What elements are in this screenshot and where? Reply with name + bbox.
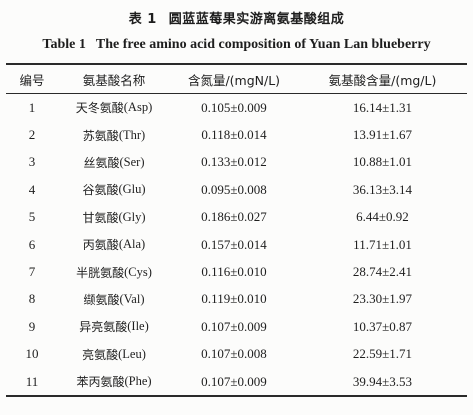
amino-acid-chinese-name: 苯丙氨酸 (76, 375, 125, 390)
cell-nitrogen-content: 0.105±0.009 (201, 99, 267, 115)
cell-amino-acid-content: 22.59±1.71 (352, 346, 413, 362)
amino-acid-chinese-name: 异亮氨酸 (79, 320, 128, 335)
cell-amino-acid-name: 甘氨酸 (Gly) (58, 204, 170, 231)
amino-acid-chinese-name: 半胱氨酸 (76, 265, 125, 280)
amino-acid-chinese-name: 丙氨酸 (82, 238, 119, 253)
cell-amino-acid-content: 28.74±2.41 (352, 264, 413, 280)
amino-acid-chinese-name: 丝氨酸 (83, 155, 120, 170)
table-caption-english: The free amino acid composition of Yuan … (95, 37, 431, 52)
table-row: 2 苏氨酸 (Thr) 0.118±0.014 13.91±1.67 (6, 121, 467, 148)
cell-nitrogen-content: 0.186±0.027 (201, 209, 267, 225)
table-row: 4 谷氨酸 (Glu) 0.095±0.008 36.13±3.14 (6, 176, 467, 203)
table-bottom-rule (6, 395, 467, 397)
cell-number: 7 (28, 264, 36, 280)
amino-acid-abbreviation: (Asp) (123, 100, 153, 115)
table-row: 5 甘氨酸 (Gly) 0.186±0.027 6.44±0.92 (6, 204, 467, 231)
table-top-rule (6, 63, 467, 65)
cell-number: 11 (25, 373, 39, 389)
table-row: 9 异亮氨酸 (Ile) 0.107±0.009 10.37±0.87 (6, 313, 467, 340)
cell-number: 2 (28, 127, 36, 143)
cell-nitrogen-content: 0.107±0.009 (201, 373, 267, 389)
cell-nitrogen-content: 0.133±0.012 (201, 154, 267, 170)
cell-amino-acid-content: 16.14±1.31 (352, 99, 413, 115)
amino-acid-abbreviation: (Thr) (118, 127, 146, 142)
cell-amino-acid-name: 半胱氨酸 (Cys) (58, 258, 170, 285)
cell-number: 4 (28, 181, 36, 197)
amino-acid-chinese-name: 苏氨酸 (82, 128, 119, 143)
table-title-chinese: 表 1 圆蓝蓝莓果实游离氨基酸组成 (0, 8, 473, 27)
amino-acid-chinese-name: 谷氨酸 (82, 183, 119, 198)
cell-nitrogen-content: 0.107±0.008 (201, 346, 267, 362)
amino-acid-chinese-name: 缬氨酸 (83, 292, 120, 307)
amino-acid-abbreviation: (Leu) (118, 346, 146, 361)
cell-amino-acid-name: 苯丙氨酸 (Phe) (58, 368, 170, 395)
table-row: 7 半胱氨酸 (Cys) 0.116±0.010 28.74±2.41 (6, 258, 467, 285)
cell-number: 6 (28, 236, 36, 252)
cell-number: 1 (28, 99, 36, 115)
cell-amino-acid-name: 异亮氨酸 (Ile) (58, 313, 170, 340)
amino-acid-abbreviation: (Cys) (124, 264, 152, 279)
amino-acid-abbreviation: (Gly) (118, 209, 146, 224)
cell-amino-acid-name: 谷氨酸 (Glu) (58, 176, 170, 203)
header-amino-acid-name: 氨基酸名称 (82, 72, 146, 88)
table-row: 6 丙氨酸 (Ala) 0.157±0.014 11.71±1.01 (6, 231, 467, 258)
amino-acid-chinese-name: 甘氨酸 (82, 210, 119, 225)
amino-acid-abbreviation: (Glu) (118, 182, 146, 197)
cell-amino-acid-name: 缬氨酸 (Val) (58, 286, 170, 313)
amino-acid-abbreviation: (Phe) (124, 374, 152, 389)
cell-number: 3 (28, 154, 36, 170)
cell-amino-acid-name: 丝氨酸 (Ser) (58, 149, 170, 176)
cell-nitrogen-content: 0.107±0.009 (201, 318, 267, 334)
amino-acid-chinese-name: 天冬氨酸 (75, 101, 124, 116)
cell-nitrogen-content: 0.095±0.008 (201, 181, 267, 197)
cell-amino-acid-content: 39.94±3.53 (352, 373, 413, 389)
cell-amino-acid-name: 亮氨酸 (Leu) (58, 341, 170, 368)
amino-acid-abbreviation: (Ser) (119, 154, 145, 169)
cell-amino-acid-name: 天冬氨酸 (Asp) (58, 94, 170, 121)
cell-amino-acid-content: 6.44±0.92 (356, 209, 409, 225)
table-header-rule (6, 93, 467, 94)
cell-amino-acid-content: 10.88±1.01 (352, 154, 413, 170)
table-title-english: Table 1 The free amino acid composition o… (0, 37, 473, 53)
table-row: 10 亮氨酸 (Leu) 0.107±0.008 22.59±1.71 (6, 341, 467, 368)
cell-amino-acid-name: 丙氨酸 (Ala) (58, 231, 170, 258)
cell-nitrogen-content: 0.118±0.014 (201, 127, 267, 143)
table-caption-chinese: 圆蓝蓝莓果实游离氨基酸组成 (168, 12, 345, 27)
cell-amino-acid-content: 10.37±0.87 (352, 318, 413, 334)
cell-amino-acid-name: 苏氨酸 (Thr) (58, 121, 170, 148)
cell-nitrogen-content: 0.119±0.010 (201, 291, 267, 307)
cell-nitrogen-content: 0.157±0.014 (201, 236, 267, 252)
amino-acid-chinese-name: 亮氨酸 (82, 347, 119, 362)
table-header-row: 编号 氨基酸名称 含氮量/(mgN/L) 氨基酸含量/(mg/L) (6, 65, 467, 93)
table-number-chinese: 表 1 (128, 12, 157, 27)
table-row: 11 苯丙氨酸 (Phe) 0.107±0.009 39.94±3.53 (6, 368, 467, 395)
amino-acid-abbreviation: (Ala) (118, 237, 146, 252)
cell-number: 5 (28, 209, 36, 225)
table-row: 3 丝氨酸 (Ser) 0.133±0.012 10.88±1.01 (6, 149, 467, 176)
cell-number: 10 (25, 346, 39, 362)
header-number: 编号 (19, 72, 45, 88)
cell-number: 9 (28, 318, 36, 334)
cell-amino-acid-content: 23.30±1.97 (352, 291, 413, 307)
table-row: 1 天冬氨酸 (Asp) 0.105±0.009 16.14±1.31 (6, 94, 467, 121)
cell-amino-acid-content: 13.91±1.67 (352, 127, 413, 143)
cell-nitrogen-content: 0.116±0.010 (201, 264, 267, 280)
table-number-english: Table 1 (42, 37, 86, 52)
header-amino-acid-content: 氨基酸含量/(mg/L) (328, 72, 437, 88)
cell-amino-acid-content: 36.13±3.14 (352, 181, 413, 197)
cell-number: 8 (28, 291, 36, 307)
cell-amino-acid-content: 11.71±1.01 (353, 236, 412, 252)
amino-acid-abbreviation: (Val) (119, 291, 145, 306)
amino-acid-abbreviation: (Ile) (127, 319, 149, 334)
header-nitrogen-content: 含氮量/(mgN/L) (187, 72, 281, 88)
table-row: 8 缬氨酸 (Val) 0.119±0.010 23.30±1.97 (6, 286, 467, 313)
